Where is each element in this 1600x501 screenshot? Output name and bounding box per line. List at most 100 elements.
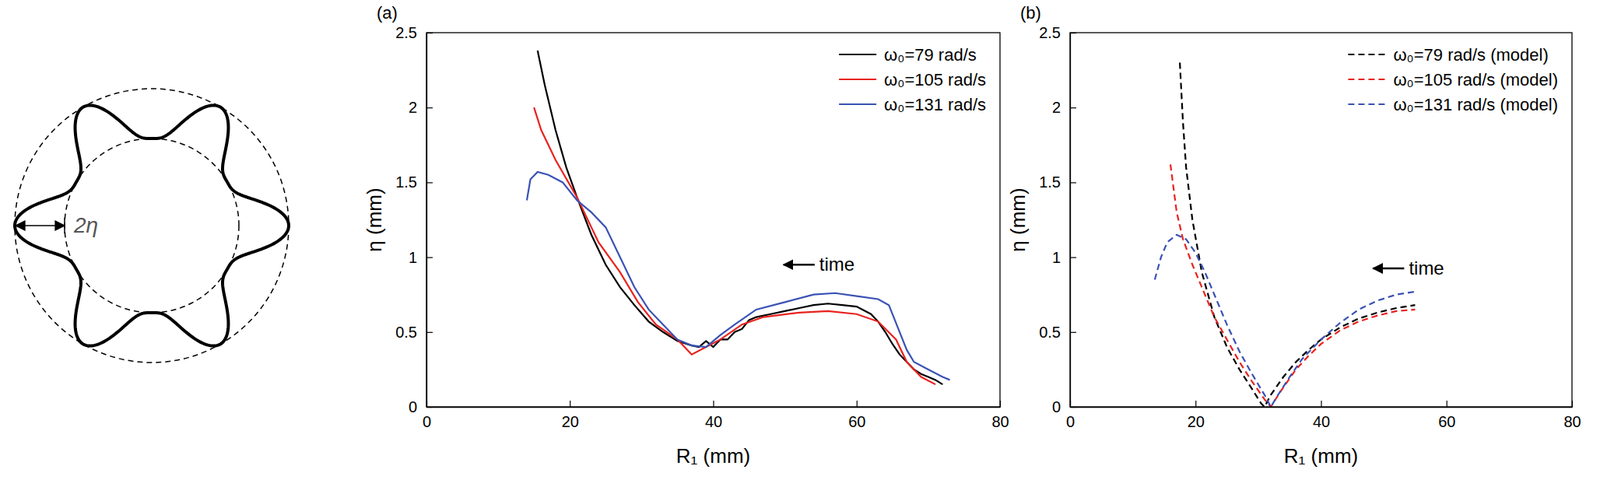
eta-label: 2η [73,213,99,238]
y-axis: 0 0.5 1 1.5 2 2.5 [1038,24,1077,416]
plot-frame [1070,32,1572,408]
x-axis: 0 20 40 60 80 [422,400,1010,431]
tick-label: 0.5 [395,323,418,341]
legend-swatch [838,78,877,81]
legend-swatch [838,53,877,56]
y-axis-title: η (mm) [1006,187,1030,252]
series-line [537,50,944,385]
x-axis: 0 20 40 60 80 [1066,400,1582,431]
tick: 0.5 [395,323,433,341]
outer-circle [14,88,289,363]
tick-label: 2 [1052,98,1061,116]
legend-label: ω₀=131 rad/s [884,94,986,115]
tick-label: 80 [1563,413,1581,431]
tick: 20 [561,400,579,431]
tick-label: 0 [1052,398,1061,416]
tick-label: 1.5 [1038,173,1061,191]
double-arrow [15,224,65,227]
series-line [526,171,951,380]
y-axis: 0 0.5 1 1.5 2 2.5 [395,24,433,416]
tick-label: 40 [1312,413,1330,431]
tick-label: 0 [1066,413,1075,431]
legend-swatch [1347,53,1386,56]
tick: 1.5 [395,173,433,191]
panel: 0 20 40 60 80 0 0.5 1 1.5 2 2.5 R₁ (mm) η (mm) (b) ω₀=… [1006,3,1582,468]
tick-label: 2.5 [395,24,418,42]
legend: ω₀=79 rad/s (model) ω₀=105 rad/s (model) ω… [1347,45,1558,115]
tick-mark [1070,332,1077,334]
annotation: time [819,253,855,275]
tick: 2 [1052,98,1077,116]
tick-label: 20 [561,413,579,431]
annotation: time [1408,257,1444,279]
tick: 1 [408,249,433,267]
arrow-stop [63,217,66,234]
tick: 60 [848,400,866,431]
tick-mark [426,107,433,109]
legend-swatch [1347,78,1386,81]
tick-mark [426,257,433,259]
tick-label: 60 [848,413,866,431]
tick-mark [1070,182,1077,183]
legend-item: ω₀=131 rad/s [838,94,986,115]
legend-label: ω₀=79 rad/s [884,45,977,65]
tick-label: 1 [1052,249,1061,267]
inner-circle [64,138,239,313]
tick-label: 1.5 [395,173,418,191]
legend-item: ω₀=105 rad/s [838,70,986,90]
legend-label: ω₀=131 rad/s (model) [1392,94,1558,115]
series-line [1154,235,1416,408]
legend-swatch [1347,103,1386,106]
series-line [533,107,936,385]
tick-mark [1070,107,1077,109]
x-axis-title: R₁ (mm) [676,444,751,468]
panel-label: (b) [1020,3,1042,23]
tick-mark [1195,400,1197,408]
plot-frame [426,32,1000,408]
series-line [1179,62,1415,408]
legend: ω₀=79 rad/s ω₀=105 rad/s ω₀=131 rad/s [838,45,986,115]
figure: 2η02040608000.511.522.5R₁ (mm)η (mm)(a)ω… [0,0,1600,501]
tick-label: 20 [1187,413,1205,431]
schematic: 2η [14,88,289,363]
x-axis-title: R₁ (mm) [1284,444,1358,468]
annotation-arrow [783,263,815,267]
tick-label: 40 [705,413,723,431]
legend-item: ω₀=79 rad/s [838,45,977,65]
tick-label: 0 [408,398,418,416]
legend-label: ω₀=105 rad/s [884,70,986,90]
tick-mark [856,400,858,408]
panel: 0 20 40 60 80 0 0.5 1 1.5 2 2.5 R₁ (mm) η (mm) (a) ω₀=… [362,3,1010,468]
tick: 60 [1438,400,1456,431]
legend-item: ω₀=131 rad/s (model) [1347,94,1558,115]
plot-area [1154,62,1416,408]
tick: 1 [1052,249,1077,267]
panel-label: (a) [376,3,398,23]
tick-label: 60 [1438,413,1456,431]
annotation-arrow [1372,267,1404,271]
tick-mark [1320,400,1322,408]
tick-label: 2.5 [1038,24,1061,42]
star-shape [14,105,289,346]
tick-label: 0 [422,413,432,431]
tick-label: 0.5 [1038,323,1061,341]
legend-swatch [838,103,877,106]
legend-item: ω₀=79 rad/s (model) [1347,45,1548,65]
tick: 40 [705,400,723,431]
tick: 40 [1312,400,1330,431]
tick: 20 [1187,400,1205,431]
tick: 0.5 [1038,323,1077,341]
y-axis-title: η (mm) [362,187,386,252]
tick: 2 [408,98,433,116]
tick-mark [426,332,433,334]
legend-label: ω₀=79 rad/s (model) [1392,45,1548,65]
tick-mark [426,182,433,183]
tick-label: 80 [991,413,1009,431]
series-line [1170,164,1415,408]
tick-label: 2 [408,98,418,116]
tick-mark [569,400,571,408]
tick-mark [1446,400,1448,408]
tick-mark [712,400,714,408]
tick-label: 1 [408,249,418,267]
legend-label: ω₀=105 rad/s (model) [1392,70,1558,90]
